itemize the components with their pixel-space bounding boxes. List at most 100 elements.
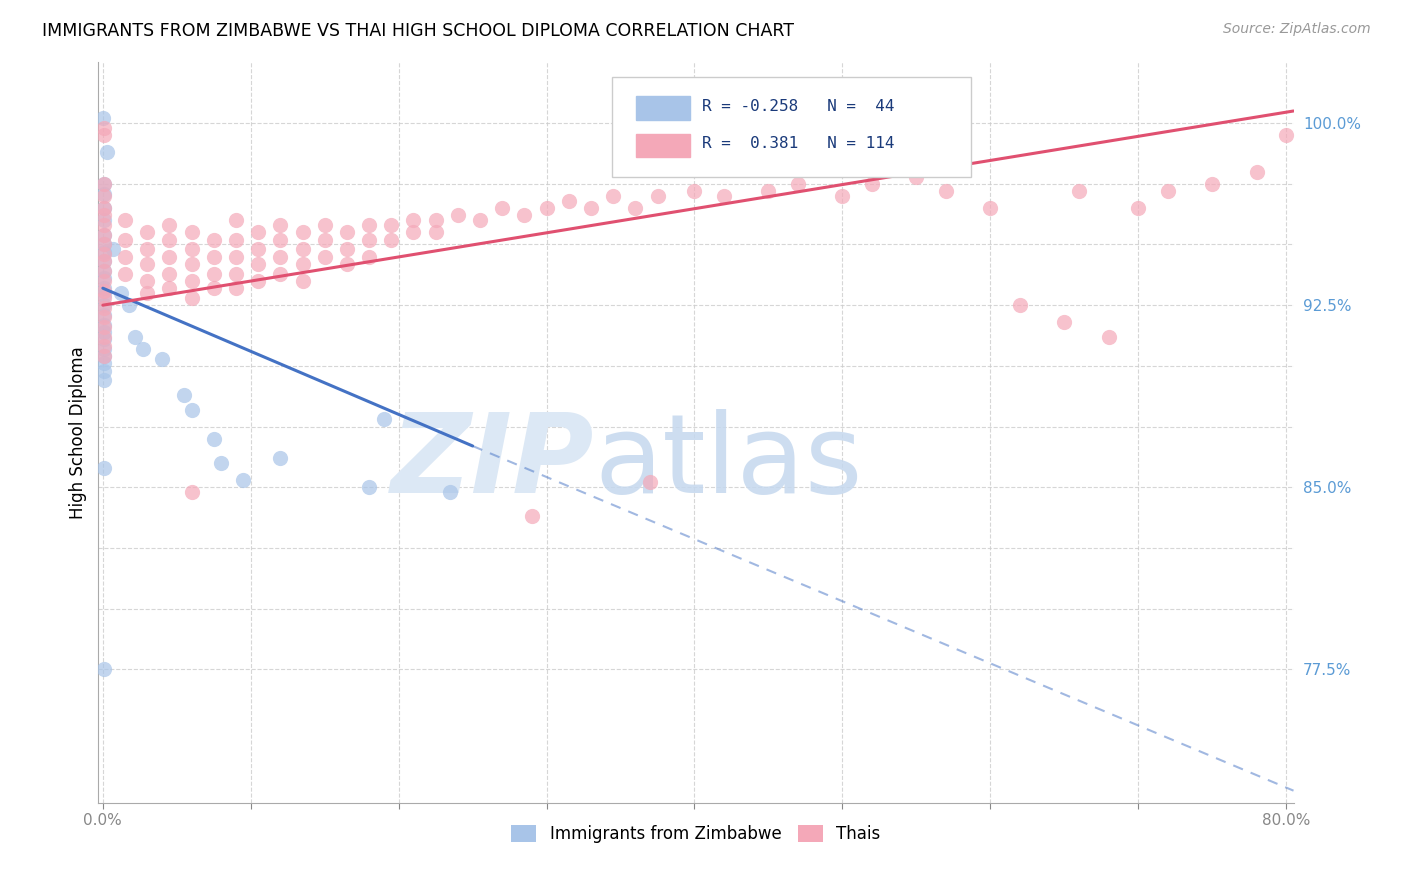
Point xyxy=(157,281,180,295)
Point xyxy=(157,233,180,247)
Point xyxy=(209,456,232,470)
Point xyxy=(1098,330,1121,344)
Point xyxy=(247,243,270,257)
Point xyxy=(373,412,395,426)
Point xyxy=(1053,315,1076,329)
Point xyxy=(380,218,402,232)
Point xyxy=(314,218,336,232)
Point xyxy=(173,388,195,402)
Point xyxy=(247,257,270,271)
Point xyxy=(291,225,314,239)
Point xyxy=(93,662,115,676)
Point xyxy=(132,342,155,356)
Point xyxy=(291,257,314,271)
Point xyxy=(93,339,115,353)
Point xyxy=(905,169,928,184)
Point xyxy=(136,274,159,288)
Point xyxy=(93,320,115,334)
Point xyxy=(93,325,115,339)
Point xyxy=(520,509,543,524)
Point xyxy=(202,281,225,295)
Point xyxy=(269,250,291,264)
Point xyxy=(93,227,115,242)
Point xyxy=(93,274,115,288)
Point xyxy=(114,213,136,227)
Point xyxy=(93,308,115,322)
Text: atlas: atlas xyxy=(595,409,863,516)
Point xyxy=(1128,201,1150,215)
Point xyxy=(247,274,270,288)
Point xyxy=(225,250,247,264)
Point xyxy=(93,291,115,305)
Point xyxy=(93,284,115,298)
Point xyxy=(558,194,581,208)
Point xyxy=(758,184,780,198)
Point xyxy=(93,373,115,387)
Point xyxy=(93,281,115,295)
Point xyxy=(336,243,359,257)
Point xyxy=(93,177,115,191)
Point xyxy=(93,349,115,363)
Point xyxy=(380,233,402,247)
Point xyxy=(359,218,381,232)
Point xyxy=(491,201,513,215)
Point xyxy=(1201,177,1223,191)
Point xyxy=(269,267,291,281)
Point xyxy=(359,250,381,264)
Point xyxy=(1067,184,1090,198)
Point xyxy=(93,208,115,222)
Point xyxy=(336,225,359,239)
Point xyxy=(359,480,381,494)
Point xyxy=(124,330,146,344)
Point xyxy=(93,218,115,232)
Point xyxy=(93,310,115,325)
FancyBboxPatch shape xyxy=(637,134,690,157)
Point xyxy=(114,233,136,247)
Point xyxy=(93,189,115,203)
Point xyxy=(136,257,159,271)
Point xyxy=(96,145,118,160)
Point xyxy=(1157,184,1180,198)
Point xyxy=(93,244,115,259)
Point xyxy=(136,243,159,257)
Point xyxy=(225,267,247,281)
Point xyxy=(202,250,225,264)
Point xyxy=(269,233,291,247)
Point xyxy=(935,184,957,198)
Point xyxy=(93,298,115,312)
Point xyxy=(157,218,180,232)
Point xyxy=(787,177,810,191)
Point xyxy=(624,201,647,215)
Point xyxy=(180,257,202,271)
Point xyxy=(513,208,536,222)
Point xyxy=(402,225,425,239)
Point xyxy=(157,250,180,264)
Point xyxy=(1008,298,1031,312)
Point xyxy=(93,349,115,363)
Point xyxy=(103,243,125,257)
Point xyxy=(180,485,202,500)
Point xyxy=(180,291,202,305)
Point xyxy=(314,250,336,264)
Point xyxy=(468,213,491,227)
Point xyxy=(602,189,624,203)
Point xyxy=(232,473,254,487)
Point xyxy=(860,177,883,191)
Point xyxy=(150,351,173,366)
Point xyxy=(425,225,447,239)
Point xyxy=(247,225,270,239)
Point xyxy=(114,250,136,264)
Point xyxy=(93,237,115,252)
Point xyxy=(93,237,115,252)
Point xyxy=(93,201,115,215)
Point xyxy=(93,318,115,332)
Point xyxy=(93,177,115,191)
Point xyxy=(93,356,115,370)
Point xyxy=(93,213,115,227)
Point xyxy=(136,286,159,301)
Point xyxy=(202,233,225,247)
Point xyxy=(93,364,115,378)
Point xyxy=(1275,128,1298,143)
Point xyxy=(93,342,115,356)
Text: R =  0.381   N = 114: R = 0.381 N = 114 xyxy=(702,136,894,152)
